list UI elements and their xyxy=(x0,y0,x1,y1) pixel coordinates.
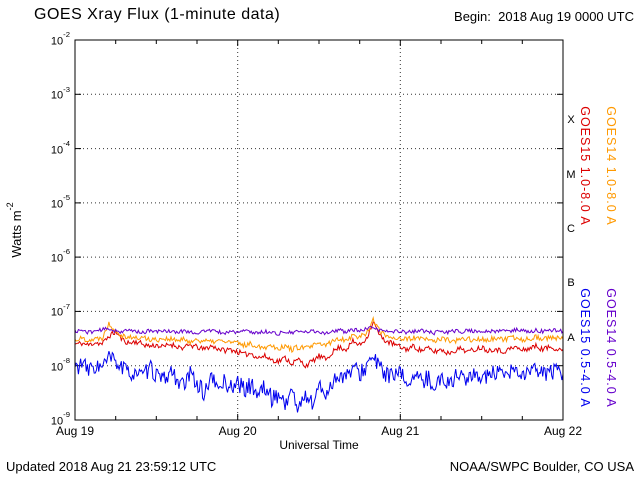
begin-time-label: Begin: 2018 Aug 19 0000 UTC xyxy=(454,9,634,24)
x-axis-label: Universal Time xyxy=(279,438,359,452)
y-tick-label: 10-6 xyxy=(50,247,70,265)
y-tick-label: 10-5 xyxy=(50,193,70,211)
y-tick-label: 10-3 xyxy=(50,84,70,102)
x-tick-label: Aug 19 xyxy=(55,424,95,438)
x-tick-label: Aug 21 xyxy=(381,424,420,438)
flare-class-letter: A xyxy=(567,331,575,344)
y-axis-label-exponent: -2 xyxy=(4,202,15,211)
flare-class-letter: C xyxy=(567,223,575,235)
chart-title: GOES Xray Flux (1-minute data) xyxy=(34,6,281,23)
updated-timestamp: Updated 2018 Aug 21 23:59:12 UTC xyxy=(6,459,217,474)
x-tick-label: Aug 20 xyxy=(218,424,257,438)
y-tick-label: 10-4 xyxy=(50,138,70,157)
flare-class-letter: M xyxy=(566,168,576,181)
legend-goes14-long: GOES14 1.0-8.0 A xyxy=(604,106,618,226)
legend-goes14-short: GOES14 0.5-4.0 A xyxy=(604,288,618,408)
flare-class-letter: B xyxy=(567,277,575,290)
y-axis-label: Watts m-2 xyxy=(4,202,25,258)
y-tick-label: 10-7 xyxy=(50,301,70,320)
y-tick-label: 10-9 xyxy=(50,410,70,428)
flare-class-letter: X xyxy=(567,114,575,127)
y-tick-label: 10-2 xyxy=(50,30,70,48)
source-credit: NOAA/SWPC Boulder, CO USA xyxy=(449,459,634,474)
x-tick-label: Aug 22 xyxy=(543,424,583,438)
legend-goes15-long: GOES15 1.0-8.0 A xyxy=(578,106,592,226)
y-tick-label: 10-8 xyxy=(50,356,70,374)
y-axis-label-base: Watts m xyxy=(9,210,25,258)
legend-goes15-short: GOES15 0.5-4.0 A xyxy=(578,288,592,408)
